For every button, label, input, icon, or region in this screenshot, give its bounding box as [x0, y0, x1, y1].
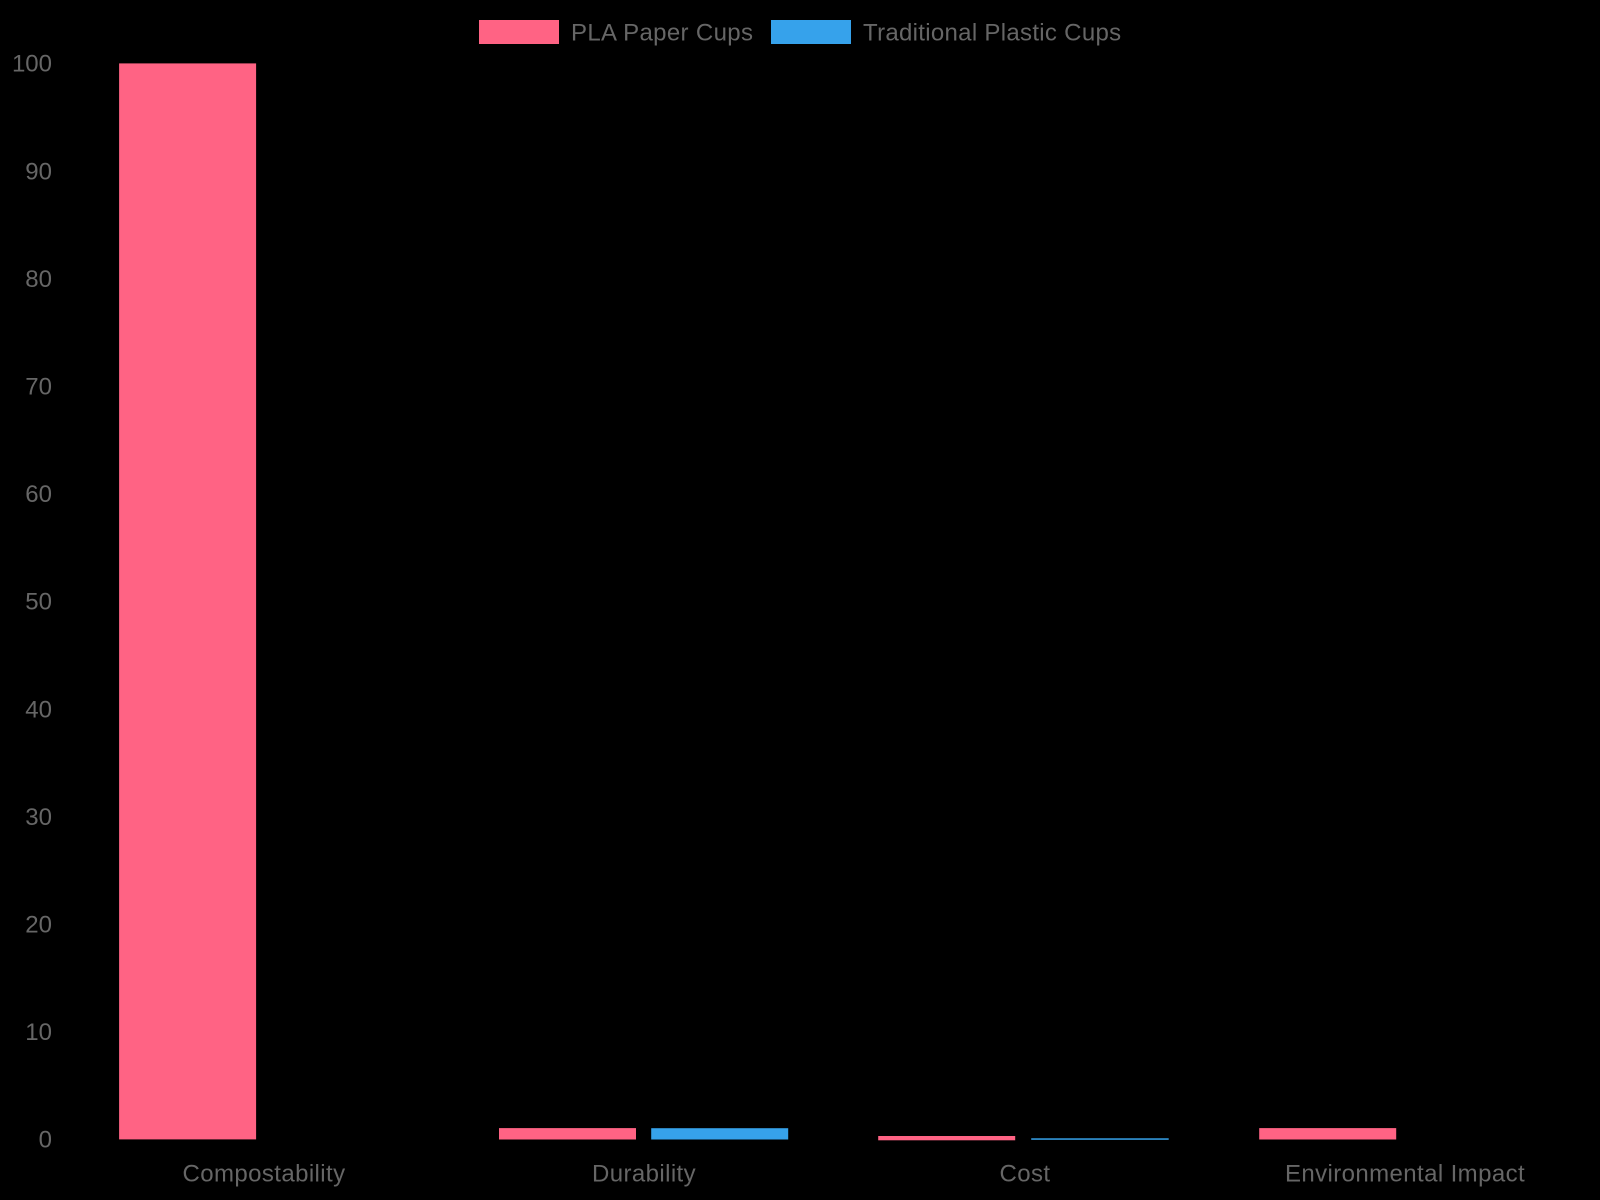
svg-text:90: 90 [25, 158, 52, 185]
svg-text:100: 100 [12, 51, 52, 78]
svg-text:70: 70 [25, 374, 52, 401]
svg-text:10: 10 [25, 1019, 52, 1046]
svg-text:PLA Paper Cups: PLA Paper Cups [571, 19, 753, 46]
svg-text:60: 60 [25, 481, 52, 508]
svg-text:30: 30 [25, 804, 52, 831]
svg-text:Traditional Plastic Cups: Traditional Plastic Cups [863, 19, 1121, 46]
svg-text:0: 0 [39, 1127, 52, 1154]
svg-text:Compostability: Compostability [183, 1161, 346, 1188]
svg-text:20: 20 [25, 912, 52, 939]
svg-text:Cost: Cost [1000, 1161, 1051, 1188]
svg-text:Durability: Durability [592, 1161, 696, 1188]
svg-text:Environmental Impact: Environmental Impact [1285, 1161, 1525, 1188]
svg-text:40: 40 [25, 696, 52, 723]
svg-text:80: 80 [25, 266, 52, 293]
svg-text:50: 50 [25, 589, 52, 616]
